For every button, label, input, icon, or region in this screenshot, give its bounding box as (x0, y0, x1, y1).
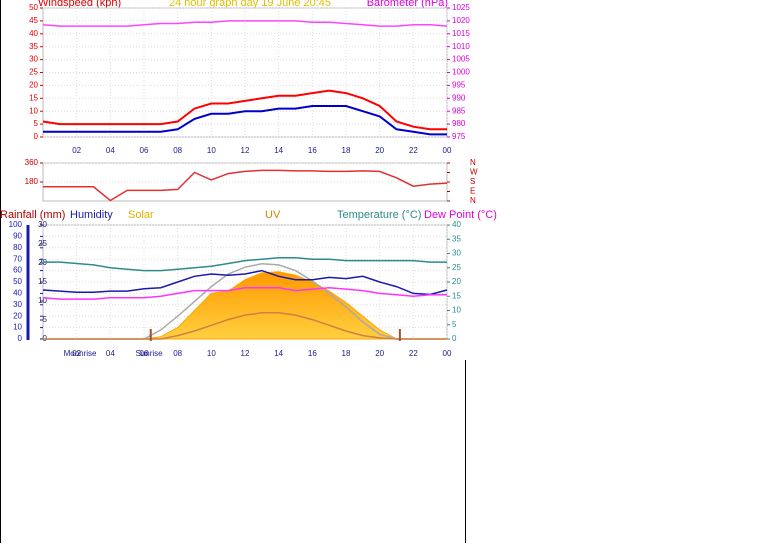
line (42, 269, 448, 296)
y2-tick-label: 995 (452, 81, 466, 90)
y2-tick-label: 20 (452, 277, 461, 286)
y2-tick-label: 25 (452, 263, 461, 272)
x-tick-label: 14 (274, 349, 283, 358)
y3-tick-label: 30 (13, 300, 22, 309)
legend-label: Rainfall (mm) (0, 209, 65, 221)
x-tick-label: 06 (140, 349, 149, 358)
line (43, 105, 447, 136)
y2-tick-label: 40 (452, 220, 461, 229)
y3-tick-label: 60 (13, 266, 22, 275)
x-tick-label: 18 (342, 349, 351, 358)
x-tick-label: 10 (207, 146, 216, 155)
y3-tick-label: 10 (13, 323, 22, 332)
line (43, 169, 448, 202)
y3-tick-label: 40 (13, 289, 22, 298)
x-tick-label: 20 (375, 146, 384, 155)
y3-tick-label: 20 (13, 311, 22, 320)
x-tick-label: 14 (274, 146, 283, 155)
y2-tick-label: 980 (452, 119, 466, 128)
y-tick-label: 5 (43, 315, 48, 324)
x-tick-label: 20 (375, 349, 384, 358)
y2-tick-label: 990 (452, 93, 466, 102)
y3-tick-label: 50 (13, 277, 22, 286)
x-tick-label: 16 (308, 349, 317, 358)
y-tick-label: 50 (29, 3, 38, 12)
y2-tick-label: N (470, 196, 476, 205)
x-tick-label: 22 (409, 349, 418, 358)
y2-tick-label: 1020 (452, 16, 470, 25)
y-tick-label: 40 (29, 29, 38, 38)
y2-tick-label: 1015 (452, 29, 470, 38)
y3-tick-label: 80 (13, 243, 22, 252)
y-tick-label: 30 (29, 55, 38, 64)
legend-label: UV (265, 209, 281, 221)
y-tick-label: 20 (29, 81, 38, 90)
annotation: Sunrise (135, 349, 163, 358)
y2-tick-label: 10 (452, 306, 461, 315)
x-tick-label: 02 (72, 349, 81, 358)
legend-label: Humidity (70, 209, 113, 221)
y2-tick-label: S (470, 177, 475, 186)
y-tick-label: 0 (34, 132, 39, 141)
y2-tick-label: 1000 (452, 68, 470, 77)
line (42, 286, 447, 300)
y-tick-label: 45 (29, 16, 38, 25)
y2-tick-label: 1005 (452, 55, 470, 64)
legend-label: Solar (128, 209, 154, 221)
x-tick-label: 04 (106, 349, 115, 358)
y2-tick-label: 15 (452, 291, 461, 300)
x-tick-label: 08 (173, 146, 182, 155)
y-tick-label: 15 (29, 93, 38, 102)
y2-tick-label: 985 (452, 106, 466, 115)
y2-tick-label: 35 (452, 234, 461, 243)
x-tick-label: 18 (342, 146, 351, 155)
x-tick-label: 00 (443, 349, 452, 358)
x-tick-label: 22 (409, 146, 418, 155)
line (42, 89, 447, 131)
y3-tick-label: 100 (9, 220, 23, 229)
x-tick-label: 02 (72, 146, 81, 155)
y-tick-label: 180 (25, 177, 39, 186)
y2-tick-label: N (470, 158, 476, 167)
y2-tick-label: 0 (452, 334, 457, 343)
chart-title: 24 hour graph day 19 June 20:45 (169, 0, 331, 9)
x-tick-label: 12 (241, 146, 250, 155)
line (43, 257, 447, 272)
x-tick-label: 08 (173, 349, 182, 358)
annotation: Moonrise (64, 349, 97, 358)
y2-tick-label: W (470, 168, 478, 177)
y2-tick-label: 1025 (452, 3, 470, 12)
y2-tick-label: 30 (452, 249, 461, 258)
y2-tick-label: 975 (452, 132, 466, 141)
y-tick-label: 10 (29, 106, 38, 115)
y-tick-label: 360 (25, 158, 39, 167)
y2-tick-label: 1010 (452, 42, 470, 51)
y3-tick-label: 0 (18, 334, 23, 343)
line (43, 312, 447, 340)
x-tick-label: 10 (207, 349, 216, 358)
x-tick-label: 16 (308, 146, 317, 155)
x-tick-label: 06 (140, 146, 149, 155)
y-axis-label: Windspeed (kph) (38, 0, 121, 9)
y2-tick-label: E (470, 187, 475, 196)
x-tick-label: 00 (443, 146, 452, 155)
legend-label: Temperature (°C) (337, 209, 421, 221)
x-tick-label: 04 (106, 146, 115, 155)
y-tick-label: 25 (29, 68, 38, 77)
line (42, 20, 448, 27)
x-tick-label: 12 (241, 349, 250, 358)
legend-label: Dew Point (°C) (424, 209, 497, 221)
y3-tick-label: 70 (13, 254, 22, 263)
y-tick-label: 35 (29, 42, 38, 51)
y2-axis-label: Barometer (hPa) (367, 0, 448, 9)
y3-tick-label: 90 (13, 232, 22, 241)
y2-tick-label: 5 (452, 320, 457, 329)
y-tick-label: 5 (34, 119, 39, 128)
